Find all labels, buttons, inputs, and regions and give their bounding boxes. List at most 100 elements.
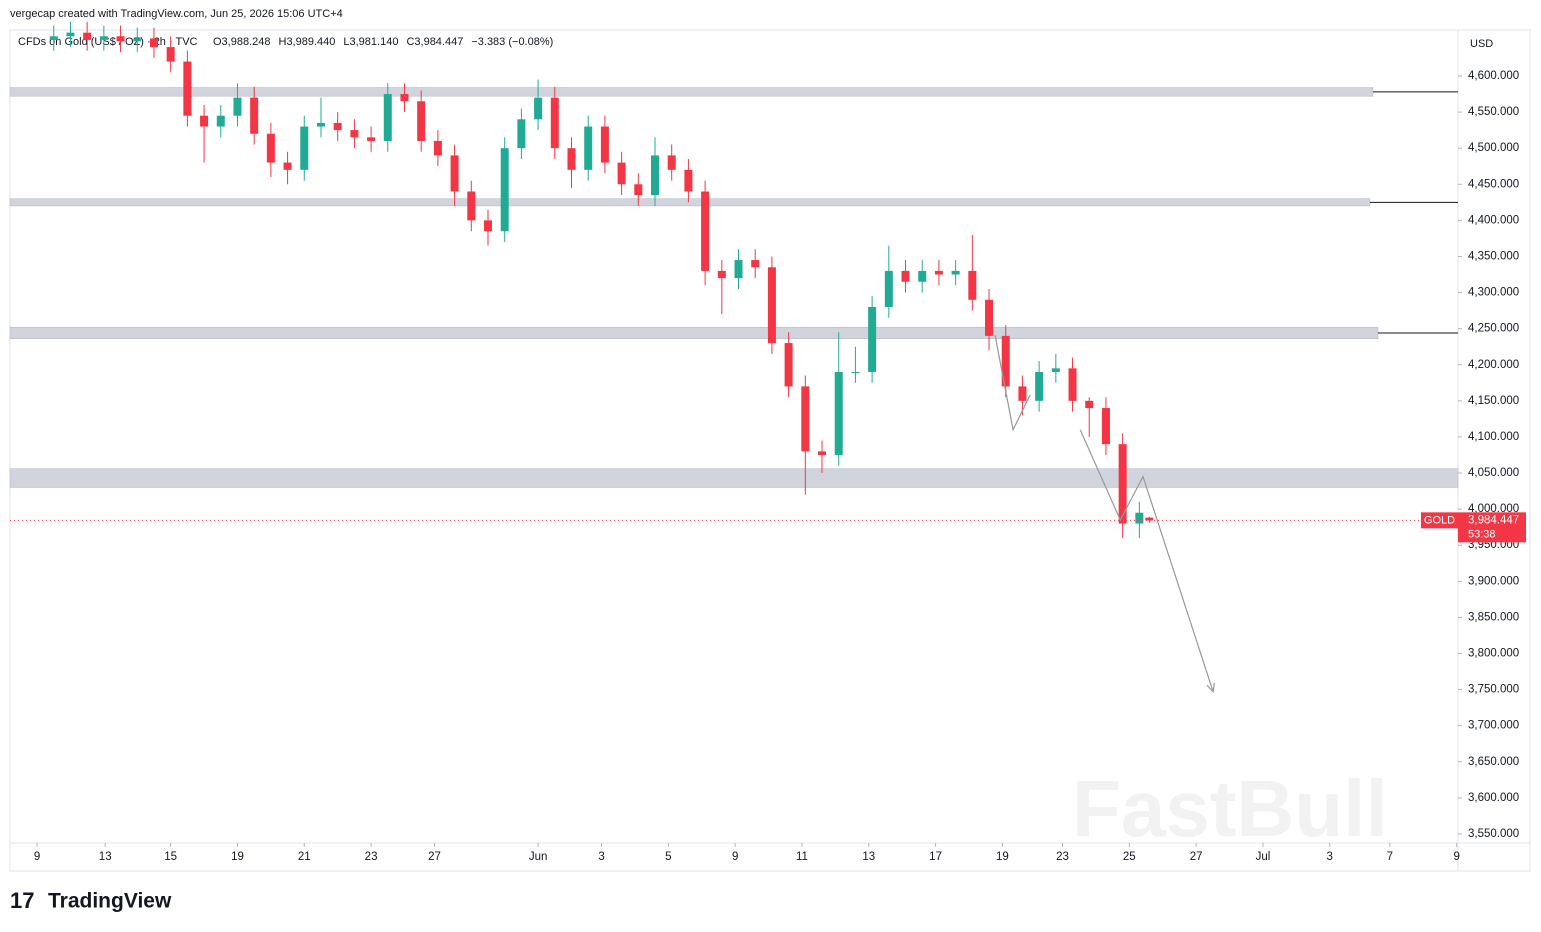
price-badge-label: 3,984.447 [1468, 514, 1519, 526]
candle-body [801, 386, 810, 452]
x-tick-label: 23 [365, 851, 378, 863]
y-tick-label: 4,550.000 [1468, 106, 1519, 118]
candle-body [701, 191, 710, 271]
candle-body [300, 126, 309, 170]
candle-body [751, 260, 760, 268]
candle-body [316, 122, 325, 127]
candle-body [934, 270, 943, 275]
trend-drawing [994, 335, 1031, 432]
candle-body [1035, 371, 1044, 401]
y-tick-label: 4,350.000 [1468, 250, 1519, 262]
y-tick-label: 4,250.000 [1468, 323, 1519, 335]
candle-body [483, 220, 492, 232]
candle-body [818, 451, 827, 455]
candle-body [584, 126, 593, 170]
candle-body [417, 101, 426, 141]
candle-body [851, 371, 860, 373]
candle-body [951, 270, 960, 275]
y-tick-label: 3,800.000 [1468, 648, 1519, 660]
candle-body [567, 148, 576, 170]
candle-body [99, 36, 108, 40]
candle-body [968, 270, 977, 300]
candle-body [667, 155, 676, 170]
x-tick-label: 9 [1453, 851, 1459, 863]
x-tick-label: 23 [1056, 851, 1069, 863]
candle-body [133, 38, 142, 42]
zone [9, 87, 1374, 97]
y-tick-label: 4,150.000 [1468, 395, 1519, 407]
candle-body [49, 36, 58, 40]
x-tick-label: 3 [1327, 851, 1333, 863]
zone [9, 198, 1371, 207]
y-tick-label: 3,550.000 [1468, 828, 1519, 840]
y-tick-label: 3,600.000 [1468, 792, 1519, 804]
x-tick-label: 27 [428, 851, 441, 863]
x-tick-label: 21 [298, 851, 311, 863]
x-tick-label: 5 [665, 851, 671, 863]
y-tick-label: 4,450.000 [1468, 178, 1519, 190]
candle-body [450, 155, 459, 192]
frame [9, 29, 1531, 872]
candle-body [901, 270, 910, 282]
candle-body [467, 191, 476, 221]
x-tick-label: 9 [732, 851, 738, 863]
y-tick-label: 3,650.000 [1468, 756, 1519, 768]
candle-body [283, 162, 292, 170]
candle-body [350, 130, 359, 138]
candle-body [166, 47, 175, 62]
candle-body [233, 97, 242, 116]
candle-body [550, 97, 559, 149]
y-tick-label: 3,750.000 [1468, 684, 1519, 696]
candle-body [1085, 400, 1094, 409]
candle-body [250, 97, 259, 134]
candle-body [1018, 386, 1027, 401]
candle-body [534, 97, 543, 120]
candle-body [116, 36, 125, 42]
y-tick-label: 4,200.000 [1468, 359, 1519, 371]
candle-body [651, 155, 660, 196]
candle-body [734, 260, 743, 279]
x-tick-label: 19 [996, 851, 1009, 863]
candle-body [517, 119, 526, 149]
x-tick-label: 13 [862, 851, 875, 863]
candle-body [1068, 368, 1077, 401]
candle-body [433, 140, 442, 156]
candle-body [1145, 517, 1154, 521]
candle-body [66, 32, 75, 37]
ohlc-value: −3.383 (−0.08%) [471, 36, 553, 48]
candle-body [266, 133, 275, 163]
candle-body [684, 169, 693, 192]
candle-body [985, 299, 994, 336]
y-tick-label: 4,050.000 [1468, 467, 1519, 479]
y-tick-label: 4,300.000 [1468, 287, 1519, 299]
x-tick-label: 25 [1123, 851, 1136, 863]
currency: USD [1470, 38, 1493, 50]
candle-body [784, 343, 793, 387]
candle-body [918, 270, 927, 282]
x-tick-label: 7 [1387, 851, 1393, 863]
zone [9, 326, 1379, 340]
watermark: FastBull [1072, 764, 1388, 853]
x-tick-label: 15 [164, 851, 177, 863]
candle-body [149, 38, 158, 48]
candle-body [400, 94, 409, 102]
candle-body [383, 94, 392, 141]
zone [9, 468, 1459, 488]
candle-body [884, 270, 893, 307]
ohlc-value: H3,989.440 [279, 36, 336, 48]
x-tick-label: Jul [1256, 851, 1271, 863]
candle-body [1118, 444, 1127, 524]
candle-body [500, 148, 509, 232]
arrow-head [1206, 682, 1215, 694]
candle-body [868, 306, 877, 372]
x-tick-label: 9 [34, 851, 40, 863]
x-tick-label: 13 [99, 851, 112, 863]
ohlc-value: O3,988.248 [213, 36, 271, 48]
ohlc-value: C3,984.447 [406, 36, 463, 48]
trend-drawing [1079, 429, 1214, 692]
price-badge [1458, 512, 1526, 543]
y-tick-label: 4,600.000 [1468, 70, 1519, 82]
ohlc-value: L3,981.140 [343, 36, 398, 48]
